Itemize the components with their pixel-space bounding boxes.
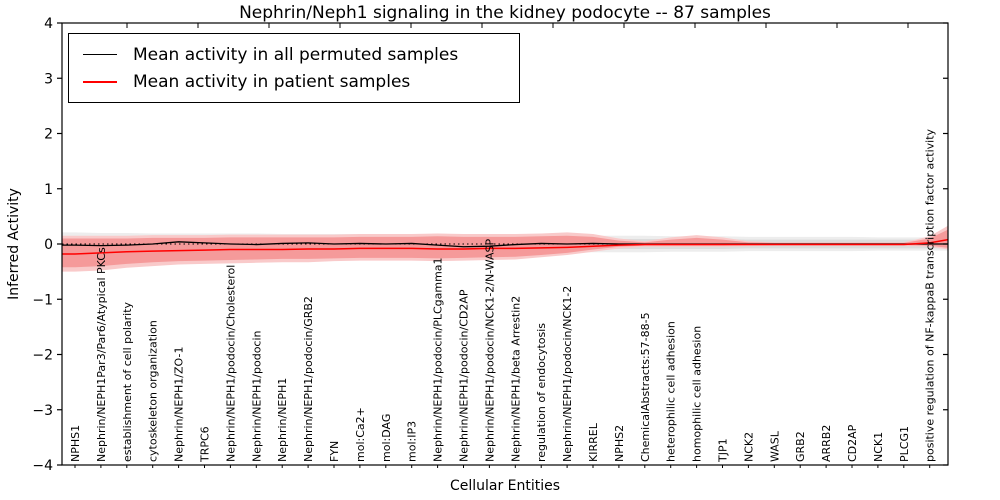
x-tick-label: NPHS2 [613, 425, 626, 462]
x-tick-label: NCK2 [742, 432, 755, 462]
x-tick-label: GRB2 [794, 431, 807, 462]
y-tick-label: 3 [44, 71, 53, 87]
legend-item-permuted: Mean activity in all permuted samples [83, 41, 509, 68]
legend-label-permuted: Mean activity in all permuted samples [133, 44, 459, 65]
x-tick-label: Nephrin/NEPH1/ZO-1 [173, 347, 186, 462]
x-tick-label: TJP1 [717, 438, 730, 463]
x-tick-label: Nephrin/NEPH1/podocin/PLCgamma1 [432, 257, 445, 462]
legend-item-patient: Mean activity in patient samples [83, 68, 509, 95]
y-tick-label: 0 [44, 237, 53, 253]
x-axis-title: Cellular Entities [449, 478, 561, 494]
x-tick-label: Nephrin/NEPH1/podocin/GRB2 [302, 296, 315, 462]
chart-title: Nephrin/Neph1 signaling in the kidney po… [239, 3, 771, 23]
x-tick-label: cytoskeleton organization [147, 320, 160, 462]
x-tick-label: PLCG1 [898, 426, 911, 462]
x-tick-label: Nephrin/NEPH1/podocin [250, 330, 263, 462]
x-tick-label: WASL [768, 430, 781, 462]
x-tick-label: homophilic cell adhesion [691, 326, 704, 462]
x-tick-label: Nephrin/NEPH1/podocin/NCK1-2/N-WASP [483, 238, 496, 462]
x-tick-label: TRPC6 [199, 426, 212, 463]
x-tick-label: mol:IP3 [406, 421, 419, 462]
x-tick-label: establishment of cell polarity [121, 301, 134, 462]
y-tick-label: −1 [32, 292, 53, 308]
x-tick-label: positive regulation of NF-kappaB transcr… [924, 128, 937, 462]
x-tick-label: regulation of endocytosis [535, 323, 548, 462]
x-tick-label: mol:Ca2+ [354, 407, 367, 462]
y-tick-label: −4 [32, 458, 53, 474]
x-tick-label: FYN [328, 441, 341, 462]
x-tick-label: Nephrin/NEPH1/podocin/CD2AP [458, 289, 471, 462]
x-tick-label: Nephrin/NEPH1/podocin/NCK1-2 [561, 286, 574, 462]
x-tick-label: ARRB2 [820, 425, 833, 462]
patient-mean-line [62, 238, 949, 255]
y-tick-label: 2 [44, 127, 53, 143]
x-tick-label: Nephrin/NEPH1 [276, 378, 289, 462]
x-tick-label: KIRREL [587, 422, 600, 462]
x-tick-label: ChemicalAbstracts:57-88-5 [639, 312, 652, 462]
x-tick-label: Nephrin/NEPH1/podocin/Cholesterol [224, 265, 237, 462]
x-tick-label: CD2AP [846, 424, 859, 462]
y-tick-label: −2 [32, 348, 53, 364]
legend-label-patient: Mean activity in patient samples [133, 71, 411, 92]
x-tick-label: mol:DAG [380, 414, 393, 462]
x-tick-label: NCK1 [872, 432, 885, 462]
y-tick-label: 4 [44, 16, 53, 32]
red-line-swatch-icon [83, 80, 117, 83]
legend-box: Mean activity in all permuted samples Me… [68, 33, 520, 103]
x-tick-label: NPHS1 [69, 425, 82, 462]
y-tick-label: 1 [44, 182, 53, 198]
x-tick-label: heterophilic cell adhesion [665, 321, 678, 462]
x-tick-label: Nephrin/NEPH1Par3/Par6/Atypical PKCs [95, 247, 108, 462]
x-tick-label: Nephrin/NEPH1/beta Arrestin2 [509, 296, 522, 462]
black-line-swatch-icon [83, 54, 117, 55]
y-tick-label: −3 [32, 403, 53, 419]
